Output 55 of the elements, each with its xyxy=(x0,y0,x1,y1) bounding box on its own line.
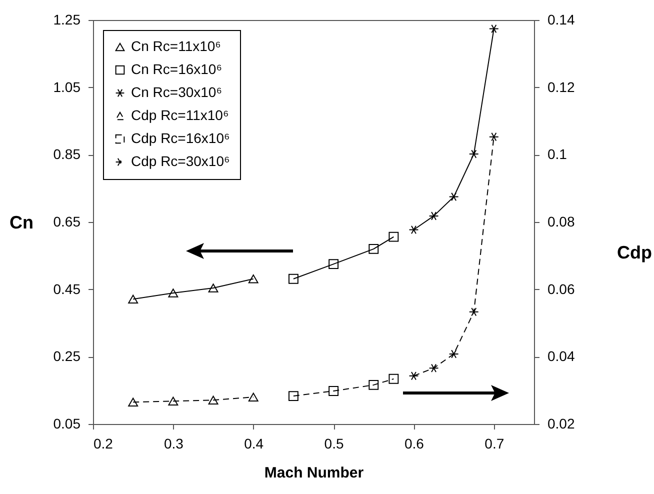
point xyxy=(448,350,459,358)
point xyxy=(368,380,379,390)
x-tick-label: 0.2 xyxy=(94,436,114,452)
point xyxy=(208,396,218,404)
point xyxy=(428,364,439,373)
point xyxy=(468,308,479,316)
point xyxy=(288,274,298,284)
point xyxy=(388,374,399,384)
y-tick-label: 1.25 xyxy=(53,12,81,28)
point xyxy=(168,396,178,406)
y2-tick-label: 0.06 xyxy=(548,280,575,297)
y-tick-label: 0.45 xyxy=(53,280,81,297)
x-tick-label: 0.4 xyxy=(244,436,264,452)
legend-label: Cn Rc=16x10⁶ xyxy=(131,61,222,77)
y2-tick-label: 0.04 xyxy=(548,348,575,364)
y2-tick-label: 0.1 xyxy=(548,146,568,162)
point xyxy=(208,284,218,292)
legend-label: Cdp Rc=11x10⁶ xyxy=(131,107,229,123)
y2-tick-label: 0.14 xyxy=(548,12,575,28)
legend-label: Cn Rc=11x10⁶ xyxy=(131,38,221,54)
y-axis-title: Cn xyxy=(10,212,34,232)
point xyxy=(328,386,339,396)
legend-label: Cn Rc=30x10⁶ xyxy=(131,84,222,100)
point xyxy=(448,192,459,202)
point xyxy=(288,391,298,402)
y2-tick-label: 0.12 xyxy=(548,78,575,95)
y2-tick-label: 0.02 xyxy=(548,416,575,432)
y-tick-label: 0.85 xyxy=(53,146,81,162)
point xyxy=(248,274,258,284)
y-tick-label: 1.05 xyxy=(53,78,81,95)
x-tick-label: 0.5 xyxy=(324,436,344,452)
point xyxy=(328,259,339,270)
y2-axis-title: Cdp xyxy=(617,242,652,262)
point xyxy=(168,288,178,298)
point xyxy=(468,150,479,158)
x-axis-title: Mach Number xyxy=(264,464,364,482)
point xyxy=(248,392,258,402)
point xyxy=(488,24,499,34)
point xyxy=(428,212,439,220)
point xyxy=(368,244,379,254)
legend-label: Cdp Rc=16x10⁶ xyxy=(131,130,230,146)
point xyxy=(408,225,419,234)
x-tick-label: 0.6 xyxy=(404,436,424,452)
x-tick-label: 0.7 xyxy=(484,436,504,452)
point xyxy=(488,132,499,142)
x-tick-label: 0.3 xyxy=(164,436,184,452)
point xyxy=(128,294,138,304)
y-tick-label: 0.65 xyxy=(53,214,81,230)
y2-tick-label: 0.08 xyxy=(548,214,575,230)
y-tick-label: 0.05 xyxy=(53,416,81,432)
point xyxy=(128,398,138,406)
point xyxy=(408,371,419,380)
point xyxy=(388,232,399,242)
legend-label: Cdp Rc=30x10⁶ xyxy=(131,153,230,169)
y-tick-label: 0.25 xyxy=(53,348,81,364)
